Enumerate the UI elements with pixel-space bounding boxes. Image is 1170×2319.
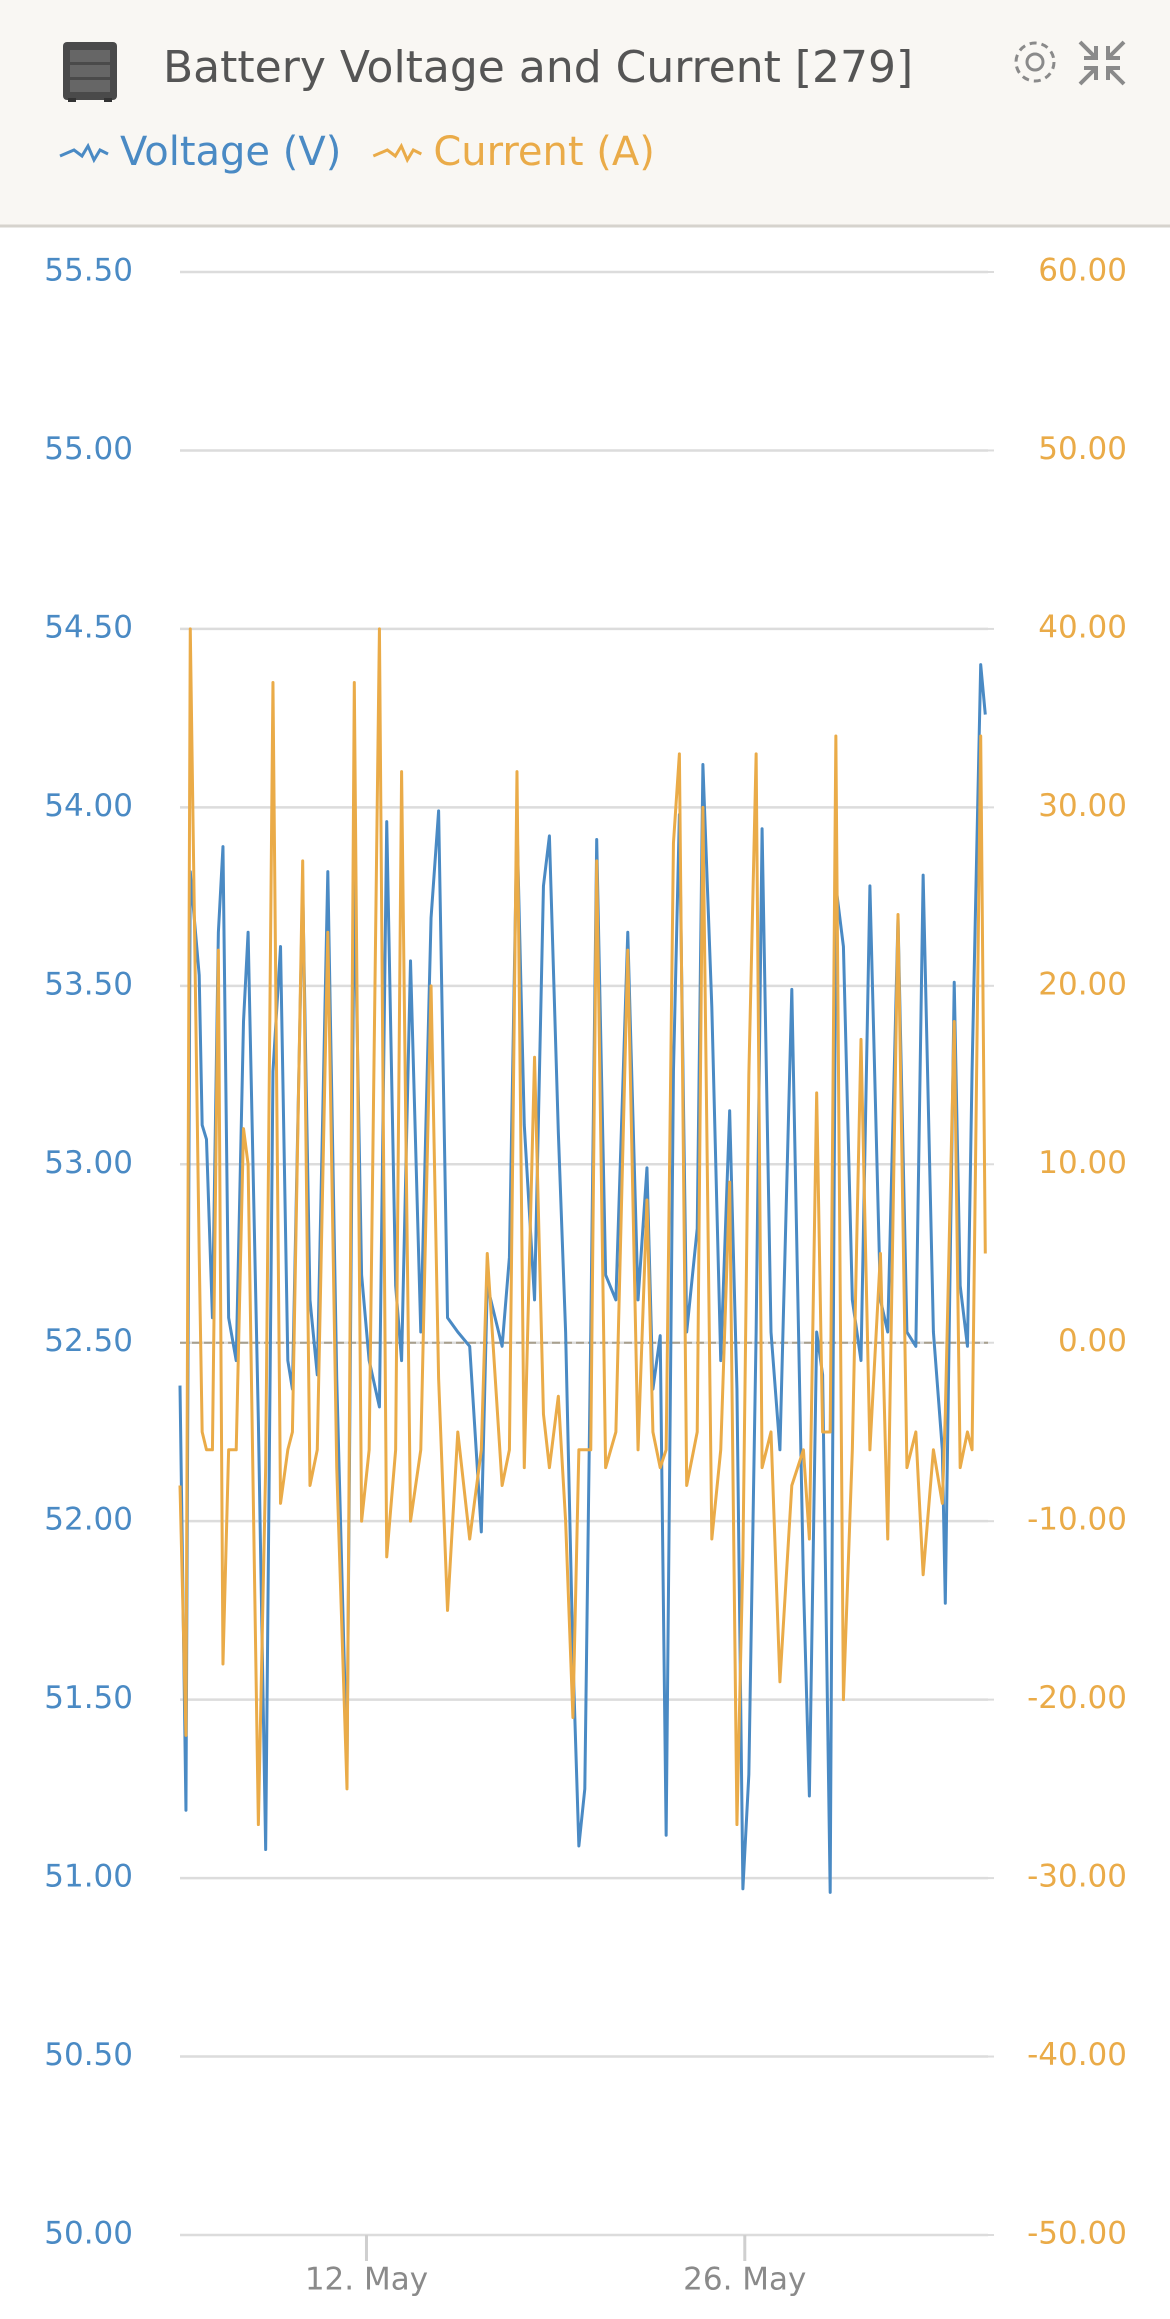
y-tick-label: 55.00 — [44, 431, 133, 467]
legend-swatch — [59, 142, 109, 164]
y-tick-label: 54.00 — [44, 788, 133, 824]
y2-tick-label: 30.00 — [1038, 788, 1127, 824]
y-tick-label: 52.50 — [44, 1323, 133, 1359]
settings-button[interactable] — [1014, 41, 1056, 83]
y-tick-label: 51.50 — [44, 1680, 133, 1716]
y2-tick-label: -20.00 — [1027, 1680, 1127, 1716]
header-background — [0, 0, 1170, 226]
y2-tick-label: 0.00 — [1058, 1323, 1127, 1359]
y2-tick-label: 50.00 — [1038, 431, 1127, 467]
legend: Voltage (V) Current (A) — [59, 129, 655, 175]
legend-item[interactable]: Voltage (V) — [59, 129, 341, 175]
y-tick-label: 54.50 — [44, 609, 133, 645]
y2-tick-label: -30.00 — [1027, 1859, 1127, 1895]
y2-tick-label: 20.00 — [1038, 966, 1127, 1002]
legend-swatch — [372, 142, 422, 164]
y-tick-label: 51.00 — [44, 1859, 133, 1895]
y-tick-label: 55.50 — [44, 253, 133, 289]
y2-tick-label: 60.00 — [1038, 253, 1127, 289]
y2-tick-label: -50.00 — [1027, 2216, 1127, 2252]
chart-title: Battery Voltage and Current [279] — [163, 42, 913, 93]
y-tick-label: 50.00 — [44, 2216, 133, 2252]
x-tick-label: 26. May — [683, 2262, 806, 2298]
y2-tick-label: 40.00 — [1038, 609, 1127, 645]
legend-label: Current (A) — [433, 129, 655, 175]
battery-icon — [63, 42, 117, 102]
y2-tick-label: -40.00 — [1027, 2037, 1127, 2073]
y-tick-label: 53.50 — [44, 966, 133, 1002]
y2-tick-label: -10.00 — [1027, 1502, 1127, 1538]
y-tick-label: 50.50 — [44, 2037, 133, 2073]
x-tick-label: 12. May — [305, 2262, 428, 2298]
y-tick-label: 52.00 — [44, 1502, 133, 1538]
y2-tick-label: 10.00 — [1038, 1145, 1127, 1181]
series-line — [178, 663, 987, 1894]
collapse-button[interactable] — [1078, 40, 1126, 86]
legend-label: Voltage (V) — [120, 129, 341, 175]
legend-item[interactable]: Current (A) — [372, 129, 655, 175]
y-tick-label: 53.00 — [44, 1145, 133, 1181]
series-line — [178, 627, 987, 1827]
